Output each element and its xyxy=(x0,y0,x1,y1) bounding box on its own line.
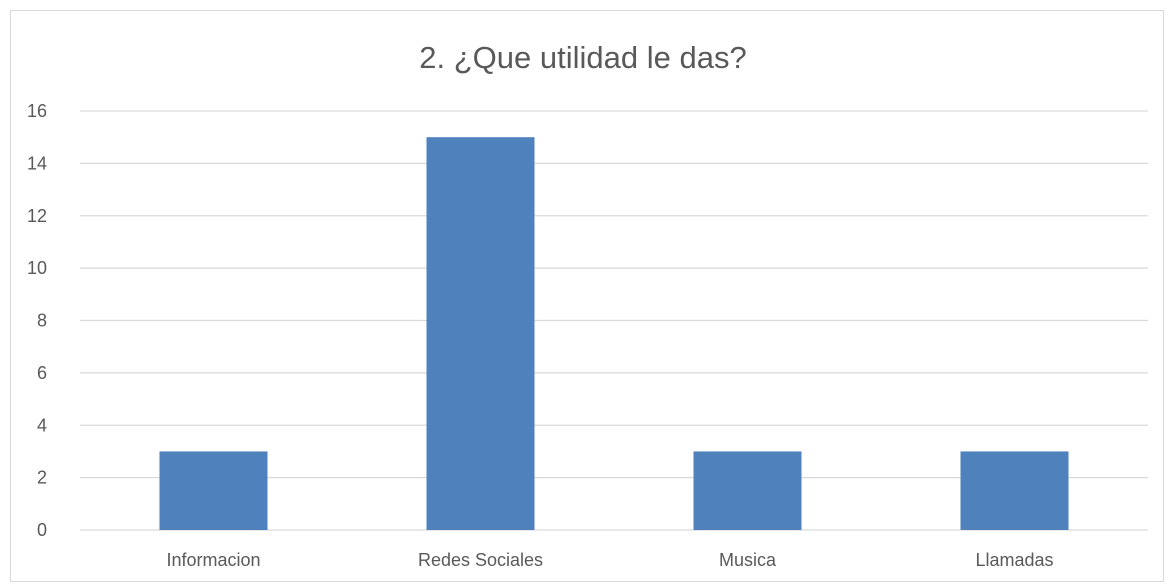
y-tick-label: 16 xyxy=(27,101,47,121)
y-tick-label: 4 xyxy=(37,415,47,435)
y-tick-label: 14 xyxy=(27,153,47,173)
x-category-label: Redes Sociales xyxy=(418,550,543,570)
y-tick-label: 10 xyxy=(27,258,47,278)
y-tick-label: 6 xyxy=(37,363,47,383)
x-category-label: Informacion xyxy=(166,550,260,570)
x-axis-categories: Informacion Redes Sociales Musica Llamadas xyxy=(166,550,1053,570)
bar-musica xyxy=(693,451,802,530)
chart-title: 2. ¿Que utilidad le das? xyxy=(419,40,746,75)
y-tick-label: 8 xyxy=(37,311,47,331)
x-category-label: Musica xyxy=(719,550,777,570)
bar-redes-sociales xyxy=(426,137,535,530)
y-tick-label: 2 xyxy=(37,468,47,488)
bar-llamadas xyxy=(960,451,1069,530)
y-axis-ticks: 0 2 4 6 8 10 12 14 16 xyxy=(27,101,47,540)
y-tick-label: 12 xyxy=(27,206,47,226)
x-category-label: Llamadas xyxy=(975,550,1053,570)
bar-informacion xyxy=(159,451,268,530)
bars xyxy=(159,137,1069,530)
y-tick-label: 0 xyxy=(37,520,47,540)
